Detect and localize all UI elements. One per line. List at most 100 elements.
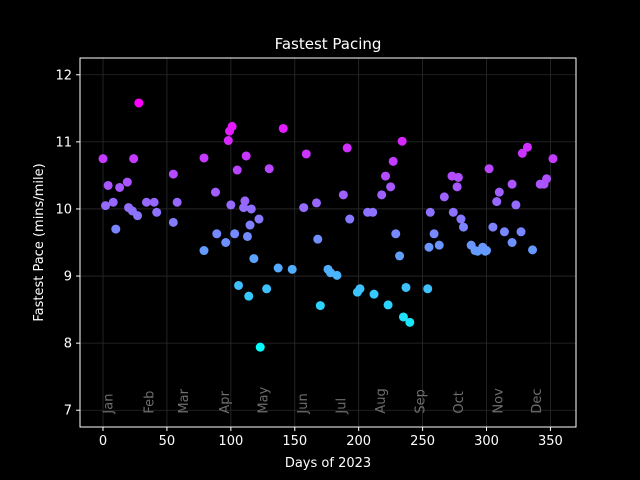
data-point [239,203,249,213]
month-label: Jul [334,398,349,415]
y-axis-ticks: 7 8 9 10 11 12 [55,68,80,419]
data-point [488,222,498,232]
data-point [522,142,532,152]
data-point [395,251,405,261]
y-tick-label: 7 [64,404,72,419]
chart-title: Fastest Pacing [275,35,382,53]
month-label: Mar [177,388,192,413]
data-point [315,301,325,311]
data-point [429,229,439,239]
data-point [273,263,283,273]
x-tick-label: 300 [474,434,499,449]
data-point [423,284,433,294]
data-point [278,123,288,133]
y-tick-label: 12 [55,68,72,83]
data-point [301,149,311,159]
data-point [108,197,118,207]
month-label: Apr [218,390,233,413]
x-tick-label: 350 [538,434,563,449]
data-point [391,229,401,239]
data-point [234,280,244,290]
data-point [425,207,435,217]
data-point [172,197,182,207]
data-point [368,207,378,217]
data-point [230,229,240,239]
data-point [448,207,458,217]
data-point [484,164,494,174]
data-point [141,197,151,207]
data-point [311,198,321,208]
month-label: Jun [296,393,311,414]
data-point [332,270,342,280]
data-point [152,207,162,217]
data-point [122,177,132,187]
data-point [381,171,391,181]
data-point [246,204,256,214]
data-point [424,242,434,252]
data-point [494,187,504,197]
data-point [226,200,236,210]
data-point [199,246,209,256]
data-point [516,227,526,237]
x-tick-label: 100 [218,434,243,449]
data-point [299,203,309,213]
data-point [199,153,209,163]
data-point [548,154,558,164]
x-tick-label: 250 [410,434,435,449]
data-point [452,182,462,192]
data-point [517,148,527,158]
data-point [134,98,144,108]
data-point [482,246,492,256]
data-point [240,196,250,206]
data-point [287,264,297,274]
data-point [397,136,407,146]
data-point [221,238,231,247]
data-points [98,98,558,352]
data-point [313,234,323,244]
x-axis-ticks: 0 50 100 150 200 250 300 350 [99,427,563,449]
data-point [115,182,125,192]
data-point [342,143,352,153]
data-point [401,282,411,292]
y-tick-label: 10 [55,202,72,217]
data-point [398,312,408,322]
month-label: Dec [530,388,545,413]
x-tick-label: 0 [99,434,107,449]
y-tick-label: 9 [64,270,72,285]
data-point [369,289,379,299]
month-label: Oct [452,391,467,413]
data-point [383,300,393,310]
data-point [507,238,517,247]
data-point [254,214,264,224]
data-point [211,187,221,197]
data-point [542,174,552,184]
y-axis-label: Fastest Pace (mins/mile) [32,163,47,321]
x-tick-label: 150 [282,434,307,449]
data-point [499,227,509,237]
month-labels: Jan Feb Mar Apr May Jun Jul Aug Sep Oct Nov Dec [102,386,545,414]
data-point [453,172,463,182]
x-tick-label: 200 [346,434,371,449]
data-point [249,254,259,264]
month-label: Feb [143,391,158,414]
data-point [232,165,242,175]
data-point [245,220,255,230]
data-point [98,154,108,164]
x-axis-label: Days of 2023 [285,456,371,471]
data-point [111,224,121,234]
month-label: Sep [414,389,429,414]
data-point [129,154,139,164]
data-point [168,169,178,179]
month-label: Nov [492,388,507,414]
data-point [168,217,178,227]
month-label: Aug [374,388,389,413]
data-point [528,245,538,255]
data-point [456,214,466,224]
data-point [511,200,521,210]
data-point [223,136,233,146]
data-point [386,182,396,192]
data-point [439,192,449,202]
y-tick-label: 11 [55,135,72,150]
x-tick-label: 50 [159,434,176,449]
month-label: Jan [102,394,117,415]
